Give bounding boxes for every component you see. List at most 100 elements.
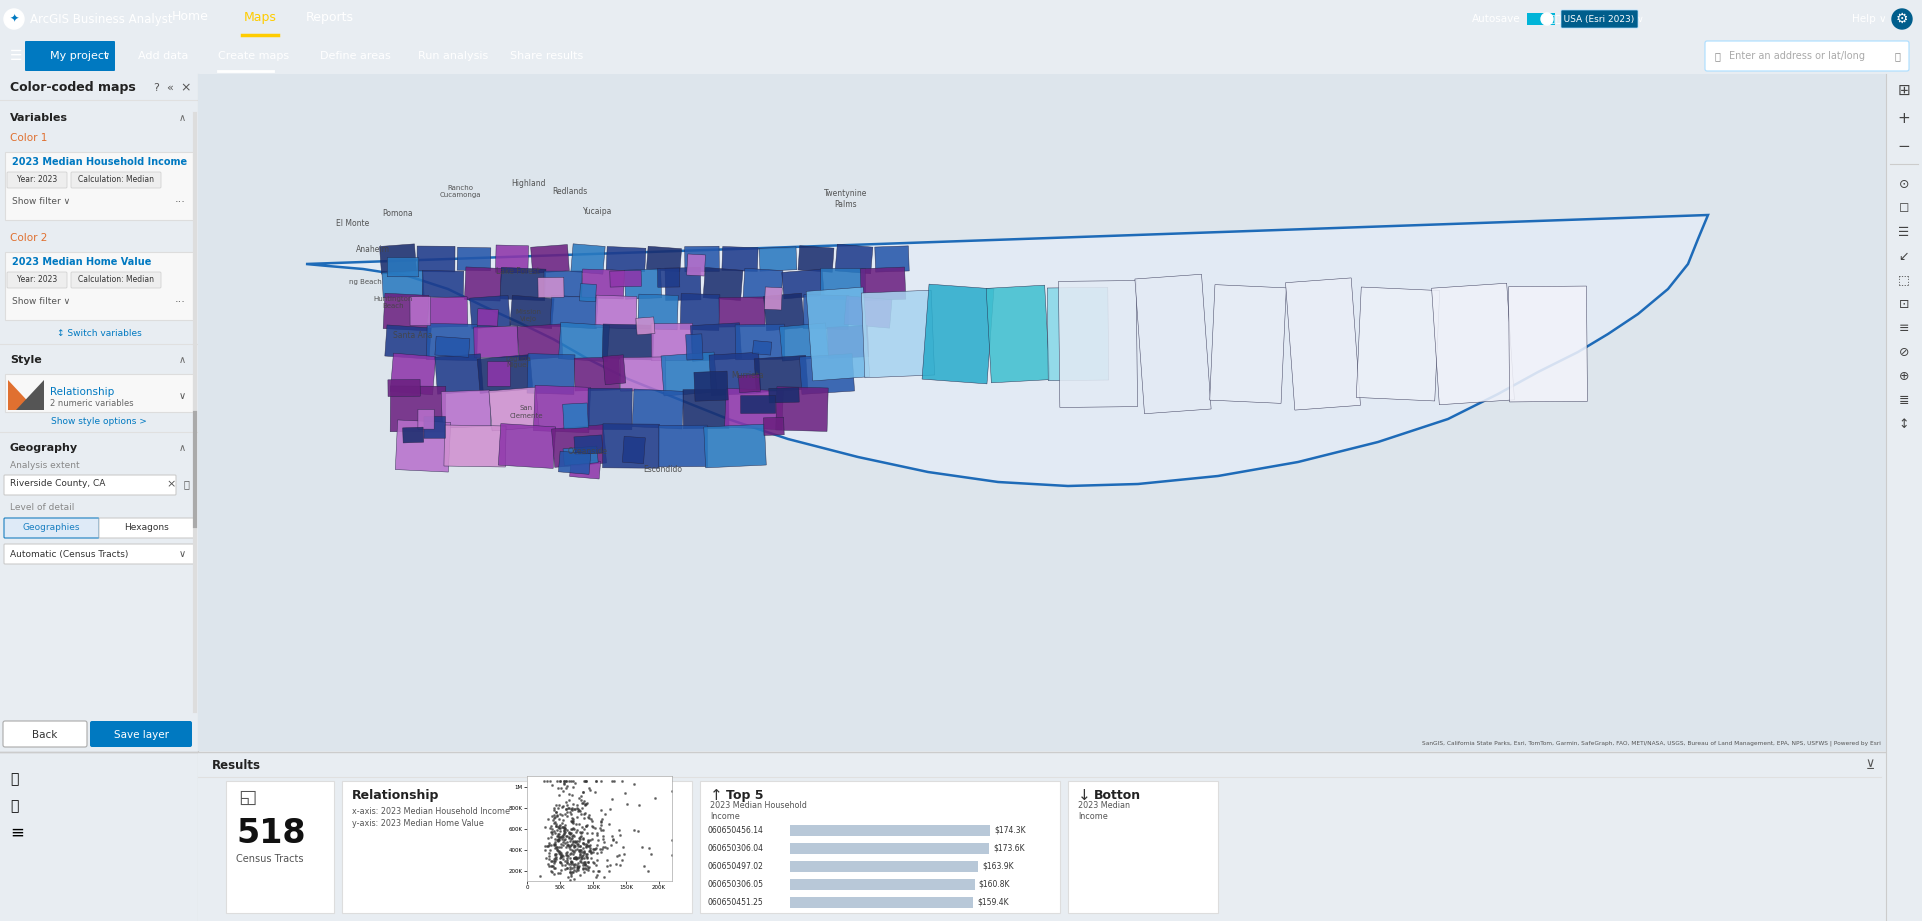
Point (569, 855, 600, 869)
Point (555, 853, 586, 868)
Point (569, 805, 600, 820)
Polygon shape (763, 417, 784, 436)
Point (569, 807, 600, 822)
Point (561, 849, 592, 864)
Polygon shape (759, 247, 798, 271)
Point (557, 811, 588, 826)
Point (563, 851, 594, 866)
Point (534, 845, 565, 860)
Polygon shape (425, 416, 446, 438)
Point (532, 838, 563, 853)
Point (573, 846, 604, 861)
Text: ↕ Switch variables: ↕ Switch variables (56, 330, 142, 339)
Point (571, 848, 602, 863)
Text: ∨: ∨ (179, 549, 186, 559)
Point (565, 842, 596, 857)
Point (559, 829, 590, 844)
Point (582, 869, 613, 883)
Text: ∧: ∧ (179, 355, 186, 365)
Point (555, 827, 586, 842)
Polygon shape (686, 254, 705, 276)
Point (542, 774, 573, 788)
Point (552, 801, 582, 816)
Point (567, 832, 598, 846)
Text: ↓: ↓ (1078, 787, 1092, 802)
Point (550, 854, 580, 869)
Point (579, 820, 609, 834)
Text: 2 numeric variables: 2 numeric variables (50, 400, 135, 409)
Point (534, 836, 565, 851)
Point (548, 828, 579, 843)
Point (567, 840, 598, 855)
Point (552, 847, 582, 862)
Point (565, 845, 596, 859)
Point (559, 863, 590, 878)
Point (557, 814, 588, 829)
Point (609, 846, 640, 861)
Point (546, 857, 577, 871)
Point (538, 858, 569, 873)
Point (592, 858, 623, 873)
Point (563, 849, 594, 864)
Polygon shape (690, 322, 742, 361)
Point (586, 822, 617, 837)
Point (567, 835, 598, 850)
Point (552, 838, 582, 853)
Point (552, 804, 582, 819)
Text: Color 2: Color 2 (10, 233, 48, 243)
Point (579, 821, 609, 835)
Point (569, 844, 600, 858)
Text: 2023 Median Home Value: 2023 Median Home Value (12, 257, 152, 267)
Point (563, 844, 594, 858)
Point (538, 856, 569, 870)
Point (623, 823, 653, 838)
Text: x-axis: 2023 Median Household Income: x-axis: 2023 Median Household Income (352, 807, 509, 815)
Point (538, 837, 569, 852)
Point (546, 866, 577, 880)
Point (544, 846, 575, 861)
Point (530, 820, 561, 834)
Point (538, 823, 569, 838)
Point (588, 829, 619, 844)
Point (538, 837, 569, 852)
Polygon shape (402, 427, 423, 443)
Polygon shape (623, 437, 646, 463)
Point (554, 840, 584, 855)
Point (627, 840, 657, 855)
Point (563, 860, 594, 875)
Polygon shape (740, 395, 776, 414)
Point (554, 869, 584, 884)
Polygon shape (588, 389, 632, 430)
Point (592, 841, 623, 856)
Polygon shape (1209, 285, 1286, 403)
Text: ↙: ↙ (1899, 250, 1909, 262)
Text: Share results: Share results (509, 51, 582, 61)
Point (542, 820, 573, 834)
Point (567, 801, 598, 816)
Point (561, 801, 592, 816)
Text: ⊻: ⊻ (1866, 759, 1876, 772)
Polygon shape (765, 287, 782, 310)
Text: Top 5: Top 5 (727, 788, 763, 801)
Point (584, 821, 615, 835)
Point (555, 855, 586, 869)
Polygon shape (427, 323, 477, 361)
Point (546, 836, 577, 851)
Point (554, 800, 584, 815)
Point (559, 840, 590, 855)
Point (559, 857, 590, 871)
Point (577, 845, 607, 859)
Point (588, 822, 619, 837)
Point (559, 822, 590, 836)
Point (584, 842, 615, 857)
Point (584, 815, 615, 830)
Point (571, 818, 602, 833)
Text: 060650306.04: 060650306.04 (707, 844, 765, 853)
FancyBboxPatch shape (4, 518, 100, 538)
Point (567, 796, 598, 810)
Point (546, 848, 577, 863)
Point (594, 801, 625, 816)
Point (555, 857, 586, 871)
Point (555, 867, 586, 881)
Point (552, 774, 582, 788)
